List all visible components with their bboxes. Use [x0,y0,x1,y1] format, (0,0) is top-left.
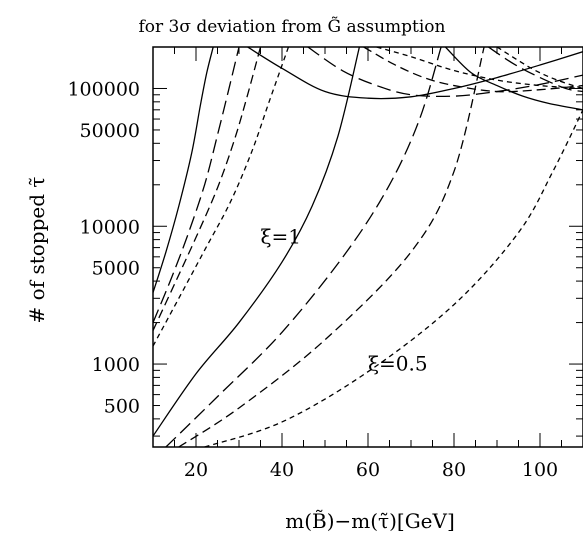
series-line--0-5-medium-dash-6 [178,47,485,447]
series-line-upper-medium-dash-10 [363,47,583,93]
series-line--1-short-dash-3 [153,47,290,347]
axis-ticks [152,46,583,447]
series-line--1-solid-0 [153,47,214,293]
series-lines [153,47,583,447]
tick-labels: 20 40 60 80 100 500 1000 5000 10000 50000 100000 [67,78,558,481]
x-tick-label: 40 [270,459,294,481]
x-tick-label: 60 [356,459,380,481]
annotation-xi-0-5: ξ=0.5 [368,351,428,375]
series-line-upper-solid-8 [247,47,583,100]
series-line--0-5-long-dash-5 [165,47,442,447]
y-tick-label: 50000 [80,120,140,142]
series-line--1-medium-dash-2 [153,47,262,331]
y-axis-title: # of stopped τ̃ [25,177,49,324]
x-tick-label: 100 [522,459,558,481]
series-line--0-5-short-dash-7 [204,109,583,447]
series-line-upper-short-dash-14 [496,47,583,90]
series-line-upper-solid-12 [444,47,583,111]
x-tick-label: 20 [184,459,208,481]
annotation-xi-1: ξ=1 [261,224,302,248]
plot-frame [152,46,583,448]
x-tick-label: 80 [442,459,466,481]
y-tick-label: 500 [104,396,140,418]
chart-title: for 3σ deviation from G̃ assumption [138,17,445,37]
y-tick-label: 5000 [92,258,140,280]
series-line--0-5-solid-4 [153,47,361,437]
x-axis-title: m(B̃)−m(τ̃)[GeV] [285,509,455,533]
y-tick-label: 10000 [80,216,140,238]
y-tick-label: 100000 [67,78,140,100]
series-line--1-long-dash-1 [153,47,240,323]
y-tick-label: 1000 [92,354,140,376]
series-line-upper-long-dash-13 [488,47,583,93]
